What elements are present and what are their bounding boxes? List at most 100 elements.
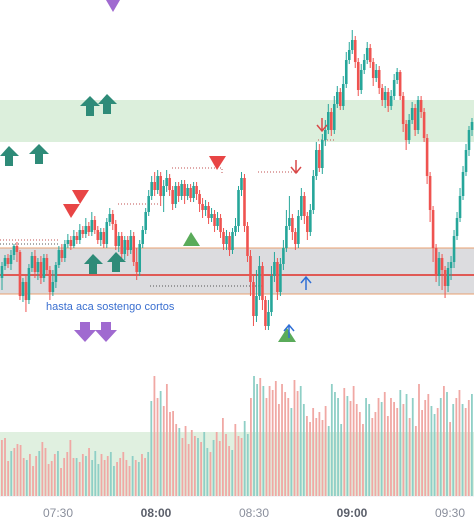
volume-bar bbox=[430, 406, 433, 496]
volume-bar bbox=[215, 432, 218, 496]
candle bbox=[147, 190, 150, 216]
candle bbox=[84, 218, 88, 238]
volume-bar bbox=[162, 406, 165, 496]
candle-body bbox=[368, 48, 372, 62]
candle-body bbox=[213, 214, 216, 226]
candle-body bbox=[36, 262, 40, 272]
candle-body bbox=[282, 248, 285, 264]
volume-bar bbox=[411, 398, 414, 496]
candle bbox=[234, 218, 237, 236]
volume-bar bbox=[106, 456, 109, 496]
candle bbox=[437, 252, 441, 286]
candle bbox=[413, 104, 417, 136]
candle-body bbox=[258, 266, 261, 296]
volume-bar bbox=[187, 444, 190, 496]
volume-bar bbox=[408, 418, 411, 496]
candle bbox=[243, 174, 246, 232]
volume-bar bbox=[390, 398, 392, 496]
candle-body bbox=[341, 84, 345, 106]
candle-body bbox=[30, 256, 34, 268]
volume-bar bbox=[206, 448, 209, 496]
volume-bar bbox=[467, 400, 470, 496]
candle-body bbox=[303, 196, 306, 216]
volume-bar bbox=[318, 412, 321, 496]
candle-body bbox=[177, 186, 180, 196]
volume-bar bbox=[349, 401, 352, 496]
candle bbox=[27, 264, 31, 304]
candle-body bbox=[165, 178, 168, 186]
candle-body bbox=[90, 220, 94, 232]
volume-bar bbox=[81, 454, 84, 496]
candle-body bbox=[207, 206, 210, 218]
candle-body bbox=[362, 60, 366, 70]
volume-bar bbox=[159, 391, 162, 496]
volume-bar bbox=[181, 438, 184, 496]
candle bbox=[431, 206, 435, 262]
candle-body bbox=[428, 176, 432, 210]
volume-bar bbox=[209, 452, 212, 496]
candle-body bbox=[54, 265, 58, 282]
volume-bar bbox=[172, 411, 174, 496]
candle-body bbox=[42, 258, 46, 278]
candle bbox=[246, 222, 249, 262]
candle bbox=[213, 210, 216, 232]
volume-bar bbox=[268, 386, 271, 496]
volume-bar bbox=[306, 416, 308, 496]
candle bbox=[18, 250, 22, 300]
volume-bar bbox=[50, 461, 53, 496]
x-axis: 07:30 08:00 08:30 09:00 09:30 bbox=[43, 506, 465, 520]
candle bbox=[183, 180, 186, 204]
volume-bar bbox=[72, 458, 75, 496]
candle bbox=[207, 202, 210, 224]
candle bbox=[374, 64, 378, 82]
candle bbox=[60, 244, 64, 262]
candle bbox=[407, 114, 411, 144]
volume-bar bbox=[97, 464, 100, 496]
candle-body bbox=[51, 282, 55, 292]
volume-bar bbox=[13, 448, 16, 496]
candle-body bbox=[75, 236, 79, 240]
volume-bar bbox=[57, 451, 59, 496]
candle bbox=[195, 182, 198, 200]
candle-body bbox=[291, 218, 294, 232]
candle bbox=[81, 226, 85, 238]
volume-bar bbox=[147, 452, 150, 496]
candle bbox=[359, 64, 363, 94]
candle-body bbox=[198, 194, 201, 204]
candle bbox=[344, 52, 348, 88]
candle bbox=[309, 204, 312, 236]
candle-body bbox=[3, 258, 7, 266]
markers: hasta aca sostengo cortos bbox=[0, 0, 328, 342]
volume-bar bbox=[278, 404, 280, 496]
volume-bar bbox=[386, 416, 389, 496]
candle-body bbox=[150, 182, 153, 196]
candle bbox=[24, 276, 28, 312]
volume-bar bbox=[19, 445, 22, 496]
candle bbox=[156, 170, 159, 194]
candle-body bbox=[162, 186, 165, 196]
candle-body bbox=[455, 218, 459, 236]
volume-bar bbox=[362, 424, 364, 496]
dotted-level-upper bbox=[172, 167, 223, 174]
candle-body bbox=[413, 108, 417, 130]
volume-bar bbox=[225, 434, 227, 496]
volume-bar bbox=[47, 464, 50, 496]
candle-body bbox=[21, 282, 25, 296]
candle-body bbox=[237, 190, 240, 226]
candle-body bbox=[353, 40, 357, 62]
volume-bar bbox=[103, 460, 106, 496]
volume-bar bbox=[355, 404, 358, 496]
volume-bar bbox=[175, 424, 178, 496]
volume-bar bbox=[340, 424, 343, 496]
candle-body bbox=[270, 276, 273, 312]
red-down-arrow-small-1 bbox=[290, 160, 302, 175]
candle-body bbox=[386, 92, 390, 106]
candle-body bbox=[425, 138, 429, 176]
candle-body bbox=[159, 176, 162, 196]
candle bbox=[267, 300, 270, 330]
candle-body bbox=[344, 60, 348, 84]
candle-body bbox=[69, 240, 73, 246]
candle bbox=[222, 228, 225, 250]
annotation-text: hasta aca sostengo cortos bbox=[46, 301, 175, 313]
